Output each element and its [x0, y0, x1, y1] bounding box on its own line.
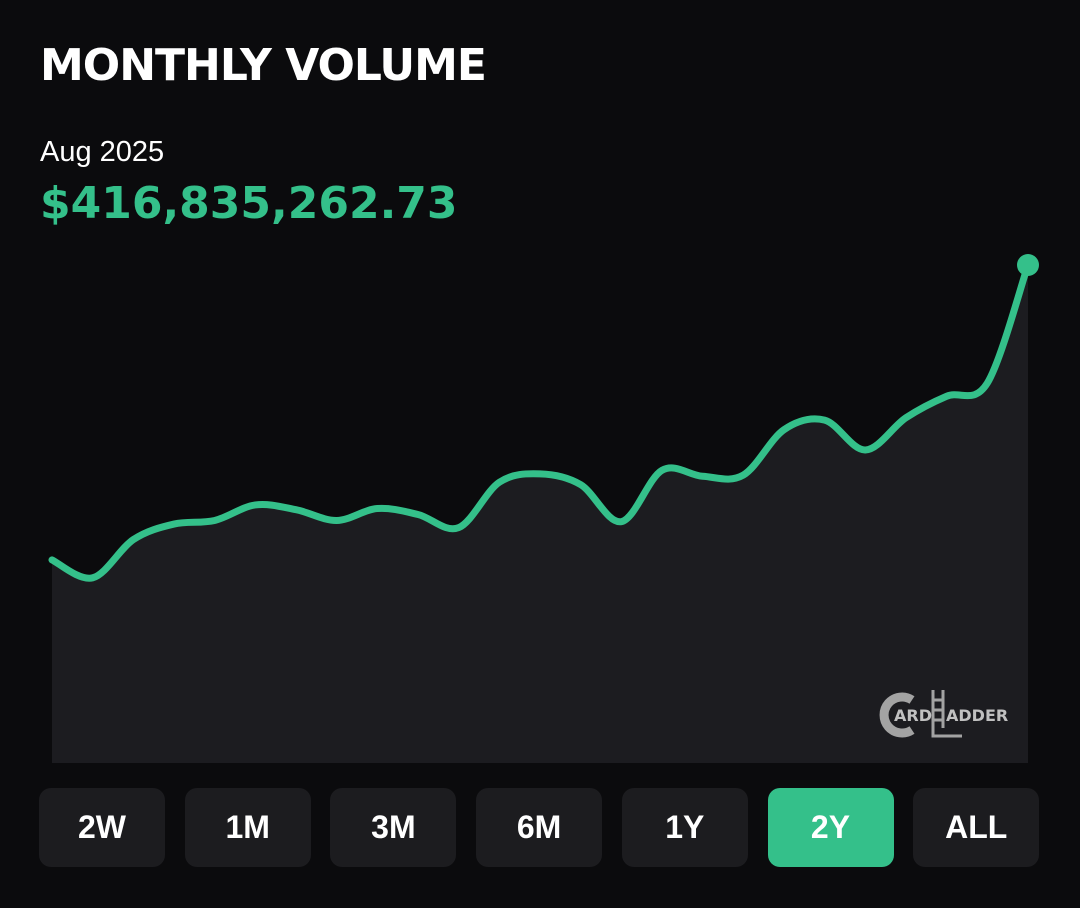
- range-button[interactable]: ALL: [913, 788, 1040, 867]
- selected-value: $416,835,262.73: [40, 178, 458, 229]
- selected-date: Aug 2025: [40, 136, 165, 168]
- range-button[interactable]: 2Y: [767, 788, 894, 867]
- logo-text: ADDER: [946, 706, 1008, 725]
- end-point: [1017, 254, 1039, 276]
- area: [52, 265, 1028, 763]
- range-button[interactable]: 3M: [330, 788, 457, 867]
- logo-text: ARD: [894, 706, 932, 725]
- line: [48, 261, 1032, 582]
- range-button[interactable]: 2W: [39, 788, 165, 867]
- range-button[interactable]: 6M: [476, 788, 603, 867]
- title: MONTHLY VOLUME: [40, 40, 487, 91]
- range-button[interactable]: 1Y: [621, 788, 748, 867]
- logo-l: [931, 690, 962, 738]
- logo-c: [879, 692, 915, 738]
- range-button[interactable]: 1M: [184, 788, 311, 867]
- logo: ARD ADDER: [879, 690, 1008, 738]
